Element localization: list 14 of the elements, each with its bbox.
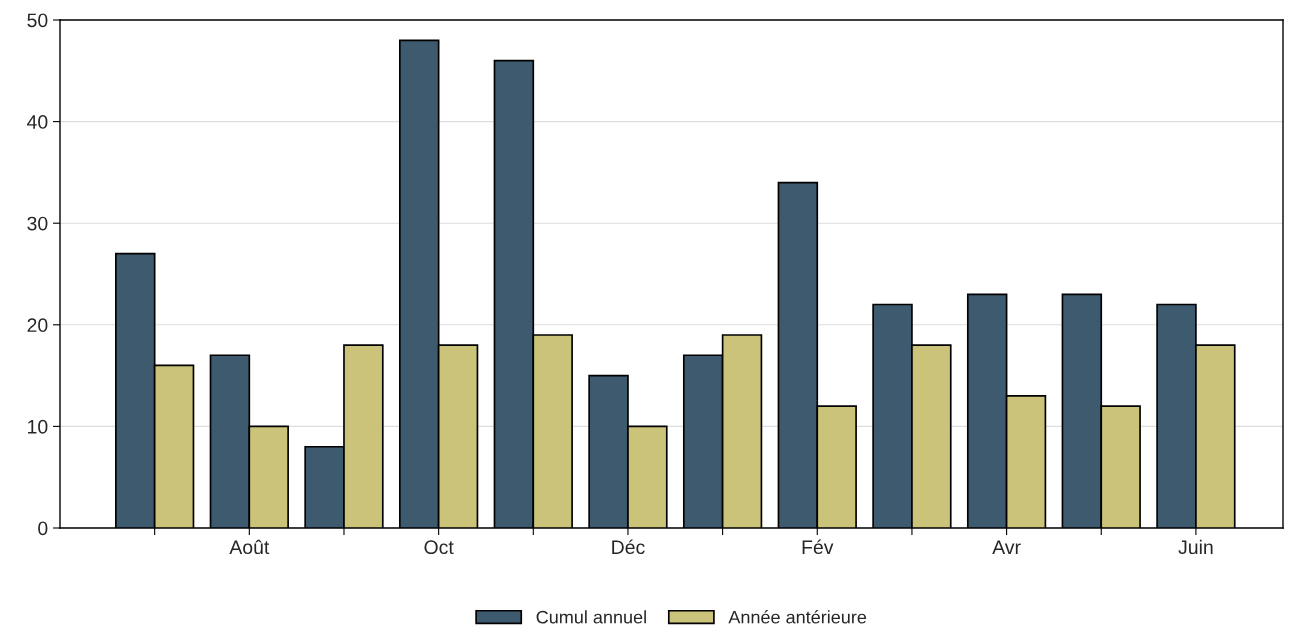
x-tick-label: Août: [229, 539, 270, 555]
y-tick-label: 30: [27, 216, 48, 231]
y-tick-label: 0: [38, 521, 48, 536]
y-tick-label: 10: [28, 419, 48, 434]
legend-label: Année antérieure: [728, 610, 867, 624]
y-tick-label: 40: [27, 115, 48, 129]
x-tick-label: Déc: [612, 539, 645, 555]
x-tick-label: Juin: [1178, 539, 1213, 555]
y-tick-label: 50: [27, 13, 48, 28]
legend-label: Cumul annuel: [536, 610, 646, 624]
x-tick-label: Oct: [424, 540, 454, 555]
x-tick-label: Fév: [802, 539, 834, 555]
y-tick-label: 20: [27, 318, 48, 333]
x-tick-label: Avr: [992, 540, 1021, 554]
